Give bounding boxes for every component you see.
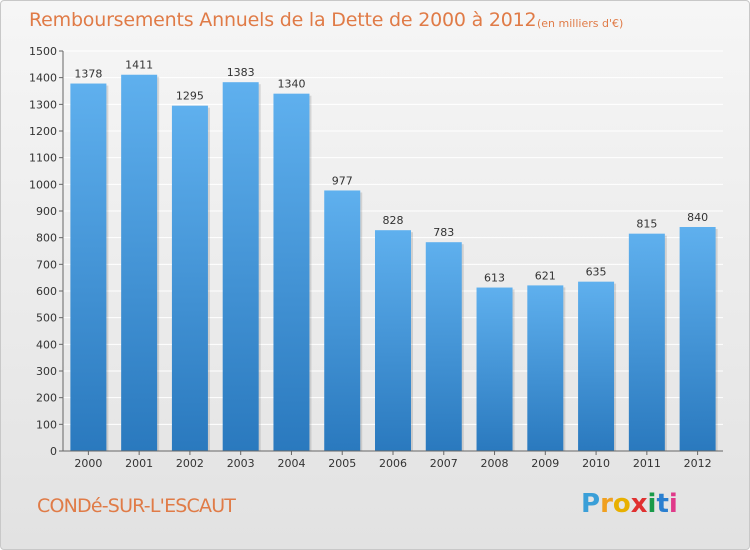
bar bbox=[425, 242, 462, 451]
logo-letter: t bbox=[656, 489, 669, 519]
bar bbox=[679, 227, 716, 451]
bar-value-label: 621 bbox=[535, 269, 556, 282]
bar bbox=[324, 190, 361, 451]
x-tick-label: 2010 bbox=[582, 457, 610, 470]
x-tick-label: 2004 bbox=[277, 457, 305, 470]
y-tick-label: 100 bbox=[36, 418, 57, 431]
y-axis: 0 100 200 300 400 500 600 700 800 900 1000 1100 1200… bbox=[29, 45, 64, 458]
y-tick-label: 600 bbox=[36, 285, 57, 298]
y-tick-label: 1500 bbox=[29, 45, 57, 58]
logo-letter: o bbox=[612, 489, 631, 519]
bar bbox=[628, 233, 665, 451]
bar bbox=[121, 74, 158, 451]
bar-value-label: 1378 bbox=[74, 68, 102, 81]
y-tick-label: 0 bbox=[50, 445, 57, 458]
bar-value-label: 613 bbox=[484, 272, 505, 285]
chart-subtitle: (en milliers d'€) bbox=[537, 17, 624, 30]
y-tick-label: 700 bbox=[36, 258, 57, 271]
bar-value-label: 815 bbox=[636, 218, 657, 231]
chart-title: Remboursements Annuels de la Dette de 20… bbox=[29, 9, 537, 31]
bar-value-label: 840 bbox=[687, 211, 708, 224]
x-tick-label: 2003 bbox=[227, 457, 255, 470]
bar bbox=[375, 230, 411, 451]
y-tick-label: 900 bbox=[36, 205, 57, 218]
logo-letter: i bbox=[647, 489, 657, 519]
value-labels: 1378 1411 1295 1383 1340 977 828 783 613 621 635 81… bbox=[74, 59, 708, 285]
bars bbox=[70, 74, 718, 452]
y-tick-label: 500 bbox=[36, 312, 57, 325]
y-tick-label: 300 bbox=[36, 365, 57, 378]
y-tick-label: 400 bbox=[36, 338, 57, 351]
bar bbox=[222, 82, 259, 451]
bar bbox=[527, 285, 564, 451]
x-tick-label: 2000 bbox=[74, 457, 102, 470]
bar-value-label: 635 bbox=[586, 266, 607, 279]
x-tick-label: 2001 bbox=[125, 457, 153, 470]
bar bbox=[70, 83, 107, 452]
x-tick-label: 2012 bbox=[684, 457, 712, 470]
x-tick-label: 2011 bbox=[633, 457, 661, 470]
bar-value-label: 783 bbox=[433, 226, 454, 239]
x-tick-label: 2007 bbox=[430, 457, 458, 470]
x-axis: 2000 2001 2002 2003 2004 2005 2006 2007 2008 2009… bbox=[63, 450, 723, 470]
y-tick-label: 1100 bbox=[29, 152, 57, 165]
bar bbox=[171, 105, 208, 452]
x-tick-label: 2005 bbox=[328, 457, 356, 470]
bar-value-label: 1340 bbox=[277, 78, 305, 91]
bar-value-label: 828 bbox=[383, 214, 404, 227]
logo-letter: r bbox=[600, 489, 613, 519]
bar-value-label: 977 bbox=[332, 174, 353, 187]
x-tick-label: 2002 bbox=[176, 457, 204, 470]
bar bbox=[578, 281, 615, 451]
x-tick-label: 2008 bbox=[481, 457, 509, 470]
bar bbox=[476, 287, 513, 451]
proxiti-logo[interactable]: Proxiti bbox=[581, 489, 678, 519]
y-tick-label: 800 bbox=[36, 232, 57, 245]
logo-letter: P bbox=[581, 489, 601, 519]
y-tick-label: 1000 bbox=[29, 178, 57, 191]
x-tick-label: 2006 bbox=[379, 457, 407, 470]
y-tick-label: 1400 bbox=[29, 72, 57, 85]
y-tick-label: 1300 bbox=[29, 98, 57, 111]
x-tick-label: 2009 bbox=[531, 457, 559, 470]
bar-value-label: 1295 bbox=[176, 90, 204, 103]
y-tick-label: 200 bbox=[36, 392, 57, 405]
town-name: CONDé-SUR-L'ESCAUT bbox=[37, 495, 236, 517]
bar-value-label: 1411 bbox=[125, 59, 153, 72]
bar bbox=[273, 93, 310, 452]
logo-letter: i bbox=[668, 489, 678, 519]
logo-letter: x bbox=[630, 489, 648, 519]
bar-value-label: 1383 bbox=[227, 66, 255, 79]
y-tick-label: 1200 bbox=[29, 125, 57, 138]
